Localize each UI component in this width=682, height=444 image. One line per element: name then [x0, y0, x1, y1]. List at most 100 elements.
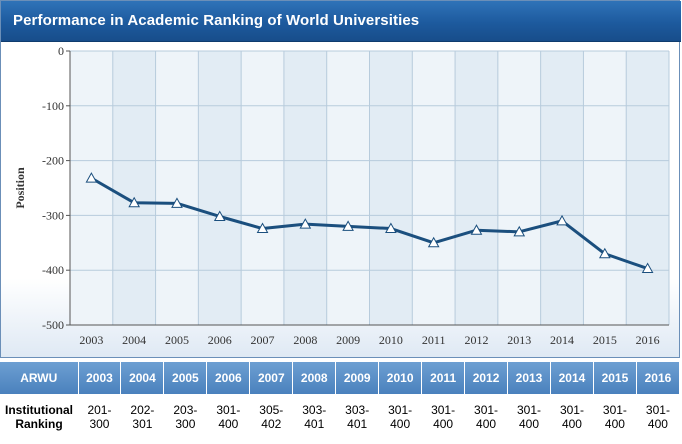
x-tick-label: 2003: [79, 333, 103, 347]
table-rank-cell: 301- 400: [379, 394, 422, 440]
title-bar: Performance in Academic Ranking of World…: [1, 1, 681, 42]
data-point-marker: [128, 196, 141, 208]
table-year-header: 2012: [464, 362, 509, 394]
table-year-header: 2009: [335, 362, 380, 394]
table-rank-cell: 202- 301: [121, 394, 164, 440]
y-tick-label: -200: [42, 154, 64, 168]
y-tick-label: -300: [42, 208, 64, 222]
table-ranking-row: Institutional Ranking 201- 300 202- 301 203-…: [0, 394, 680, 440]
y-tick-label: -100: [42, 99, 64, 113]
rank-range-start: 301-: [645, 403, 670, 417]
plot-band: [241, 51, 284, 325]
chart-panel: Performance in Academic Ranking of World…: [0, 0, 681, 358]
x-tick-label: 2005: [165, 333, 189, 347]
data-point-marker: [85, 172, 98, 183]
data-point-marker: [213, 210, 226, 221]
data-point-marker: [598, 247, 611, 259]
x-tick-label: 2011: [422, 333, 446, 347]
x-tick-label: 2010: [379, 333, 403, 347]
table-rank-cell: 301- 400: [550, 394, 593, 440]
table-year-header: 2016: [636, 362, 681, 394]
table-rank-cell: 303- 401: [336, 394, 379, 440]
x-tick-label: 2013: [507, 333, 531, 347]
table-year-header: 2014: [550, 362, 594, 394]
data-point-marker: [171, 197, 183, 208]
y-tick-label: 0: [58, 44, 64, 58]
rank-range-end: 401: [304, 417, 325, 431]
rank-range-start: 301-: [388, 403, 413, 417]
table-year-header: 2003: [78, 362, 122, 394]
rank-range-end: 400: [647, 417, 668, 431]
plot-band: [326, 51, 370, 325]
x-tick-label: 2004: [122, 333, 146, 347]
rank-range-end: 400: [390, 417, 411, 431]
data-point-marker: [385, 222, 397, 234]
x-tick-label: 2016: [636, 333, 660, 347]
data-point-marker: [513, 225, 526, 237]
table-rank-cell: 301- 400: [207, 394, 250, 440]
plot-band: [369, 51, 413, 325]
ranking-table: ARWU 2003 2004 2005 2006 2007 2008 2009 2010 201…: [0, 362, 681, 440]
table-year-header: 2010: [378, 362, 423, 394]
table-year-header: 2007: [249, 362, 294, 394]
rank-range-end: 400: [561, 417, 582, 431]
plot-band: [540, 51, 584, 325]
table-rank-cell: 301- 400: [593, 394, 636, 440]
rank-range-start: 305-: [259, 403, 284, 417]
data-point-marker: [470, 224, 483, 235]
x-tick-label: 2006: [208, 333, 232, 347]
chart-title: Performance in Academic Ranking of World…: [13, 12, 420, 29]
plot-band: [155, 51, 199, 325]
table-header-row: ARWU 2003 2004 2005 2006 2007 2008 2009 2010 201…: [0, 362, 681, 394]
table-year-header: 2015: [593, 362, 637, 394]
table-year-header: 2006: [206, 362, 251, 394]
table-rank-cell: 305- 402: [250, 394, 293, 440]
data-point-marker: [556, 214, 568, 226]
series-line: [90, 176, 649, 270]
rank-range-end: 402: [261, 417, 282, 431]
plot-band: [455, 51, 498, 325]
data-point-marker: [641, 262, 654, 274]
table-rank-cell: 203- 300: [164, 394, 207, 440]
rank-range-start: 203-: [173, 403, 198, 417]
x-tick-label: 2015: [593, 333, 617, 347]
data-point-marker: [256, 222, 269, 234]
rank-range-end: 400: [518, 417, 540, 431]
table-year-header: 2005: [163, 362, 208, 394]
rank-range-start: 301-: [431, 403, 456, 417]
rank-range-start: 303-: [345, 403, 370, 417]
rank-range-start: 301-: [516, 403, 542, 417]
table-rank-cell: 301- 400: [422, 394, 465, 440]
table-row-label: Institutional Ranking: [0, 394, 78, 440]
table-rank-cell: 301- 400: [636, 394, 679, 440]
table-rank-cell: 201- 300: [78, 394, 121, 440]
data-point-marker: [299, 218, 312, 229]
rank-range-start: 301-: [602, 403, 627, 417]
plot-band: [283, 51, 327, 325]
plot-band: [198, 51, 242, 325]
table-year-header: 2011: [421, 362, 466, 394]
plot-band: [112, 51, 156, 325]
rank-range-end: 400: [433, 417, 454, 431]
plot-band: [583, 51, 627, 325]
table-year-header: 2004: [120, 362, 165, 394]
row-label-line1: Institutional: [5, 403, 73, 417]
rank-range-end: 300: [175, 417, 196, 431]
y-tick-label: -400: [42, 263, 64, 277]
y-tick-label: -500: [42, 318, 64, 332]
table-year-header: 2013: [507, 362, 551, 394]
rank-range-end: 401: [347, 417, 368, 431]
rank-range-start: 201-: [87, 403, 112, 417]
x-tick-label: 2007: [251, 333, 275, 347]
rank-range-start: 301-: [216, 403, 241, 417]
rank-range-start: 301-: [474, 403, 499, 417]
row-label-line2: Ranking: [15, 417, 63, 431]
x-tick-label: 2008: [293, 333, 317, 347]
rank-range-end: 400: [476, 417, 497, 431]
x-tick-label: 2012: [464, 333, 488, 347]
plot-band: [412, 51, 456, 325]
data-point-marker: [342, 220, 354, 231]
table-rank-cell: 303- 401: [293, 394, 336, 440]
table-header-label: ARWU: [0, 362, 79, 394]
y-axis-label: Position: [13, 167, 27, 209]
